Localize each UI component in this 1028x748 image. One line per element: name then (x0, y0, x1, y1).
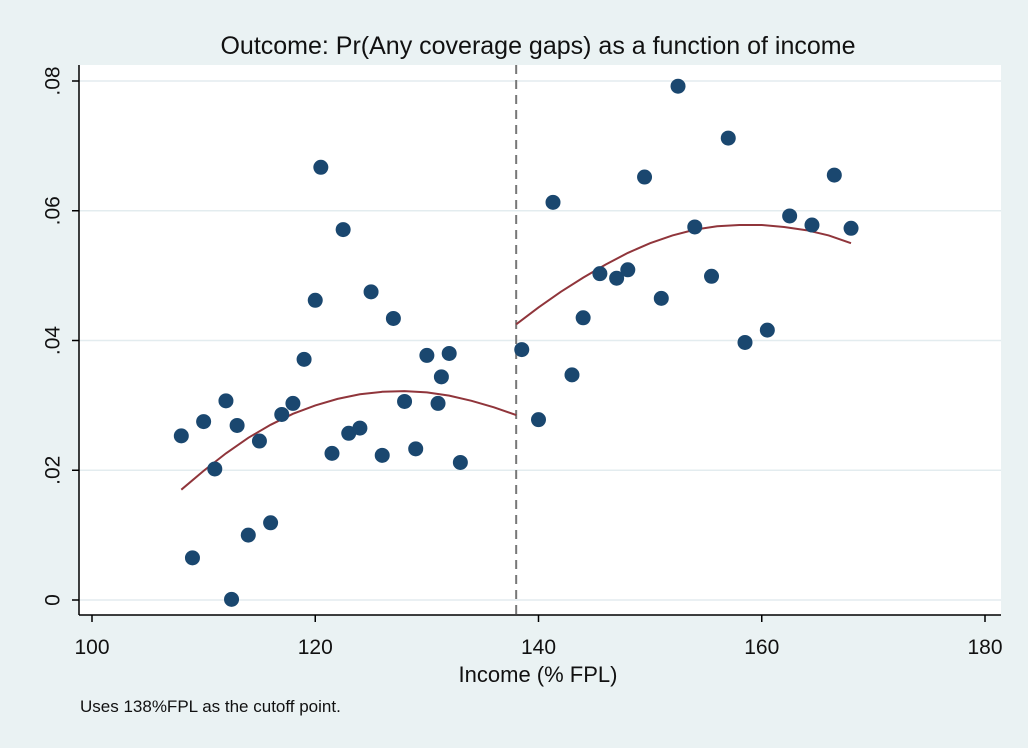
data-point (737, 334, 753, 350)
data-point (575, 310, 591, 326)
data-point (804, 217, 820, 233)
data-point (263, 515, 279, 531)
data-point (173, 428, 189, 444)
data-point (224, 591, 240, 607)
data-point (229, 417, 245, 433)
data-point (670, 78, 686, 94)
y-tick-label: .08 (42, 66, 65, 95)
data-point (352, 420, 368, 436)
x-tick-label: 160 (744, 636, 779, 659)
data-point (704, 268, 720, 284)
data-point (609, 270, 625, 286)
data-point (620, 262, 636, 278)
data-point (441, 345, 457, 361)
data-point (452, 454, 468, 470)
data-point (196, 414, 212, 430)
data-point (653, 290, 669, 306)
data-point (335, 222, 351, 238)
data-point (184, 550, 200, 566)
data-point (687, 219, 703, 235)
fit-line-below-cutoff (180, 390, 517, 491)
data-point (218, 393, 234, 409)
data-point (363, 284, 379, 300)
data-point (207, 461, 223, 477)
data-point (531, 412, 546, 428)
chart-title: Outcome: Pr(Any coverage gaps) as a func… (220, 32, 855, 60)
data-point (419, 347, 435, 363)
data-point (251, 433, 267, 449)
data-point (826, 167, 842, 183)
data-point (430, 395, 446, 411)
chart-note: Uses 138%FPL as the cutoff point. (80, 697, 341, 716)
data-point (324, 445, 340, 461)
y-tick-label: 0 (42, 594, 65, 606)
data-point (313, 159, 329, 175)
x-axis-title: Income (% FPL) (459, 662, 618, 687)
x-tick-label: 100 (74, 636, 109, 659)
axes (72, 65, 1001, 622)
data-point (240, 527, 256, 543)
data-point (592, 266, 608, 282)
data-point (433, 369, 449, 385)
data-point (341, 425, 357, 441)
data-point (385, 310, 401, 326)
data-point (374, 447, 390, 463)
data-point (296, 351, 312, 367)
data-point (307, 292, 323, 308)
data-point (564, 367, 580, 383)
data-point (637, 169, 653, 185)
fit-line-above-cutoff (515, 224, 852, 326)
data-point (285, 395, 301, 411)
data-point (514, 342, 530, 358)
x-tick-label: 140 (521, 636, 556, 659)
data-point (759, 322, 775, 338)
data-point (408, 441, 424, 457)
data-point (274, 406, 290, 422)
x-tick-label: 120 (298, 636, 333, 659)
fit-lines (180, 224, 852, 491)
y-tick-label: .06 (42, 196, 65, 225)
data-point (782, 208, 798, 224)
y-tick-labels: 0 .02 .04 .06 .08 (42, 66, 65, 605)
data-point (720, 130, 736, 146)
scatter-points (173, 78, 859, 607)
x-tick-labels: 100 120 140 160 180 (74, 636, 1002, 659)
data-point (545, 194, 561, 210)
data-point (397, 393, 413, 409)
y-tick-label: .02 (42, 456, 65, 485)
data-point (843, 220, 859, 236)
x-tick-label: 180 (967, 636, 1002, 659)
y-tick-label: .04 (42, 326, 65, 356)
